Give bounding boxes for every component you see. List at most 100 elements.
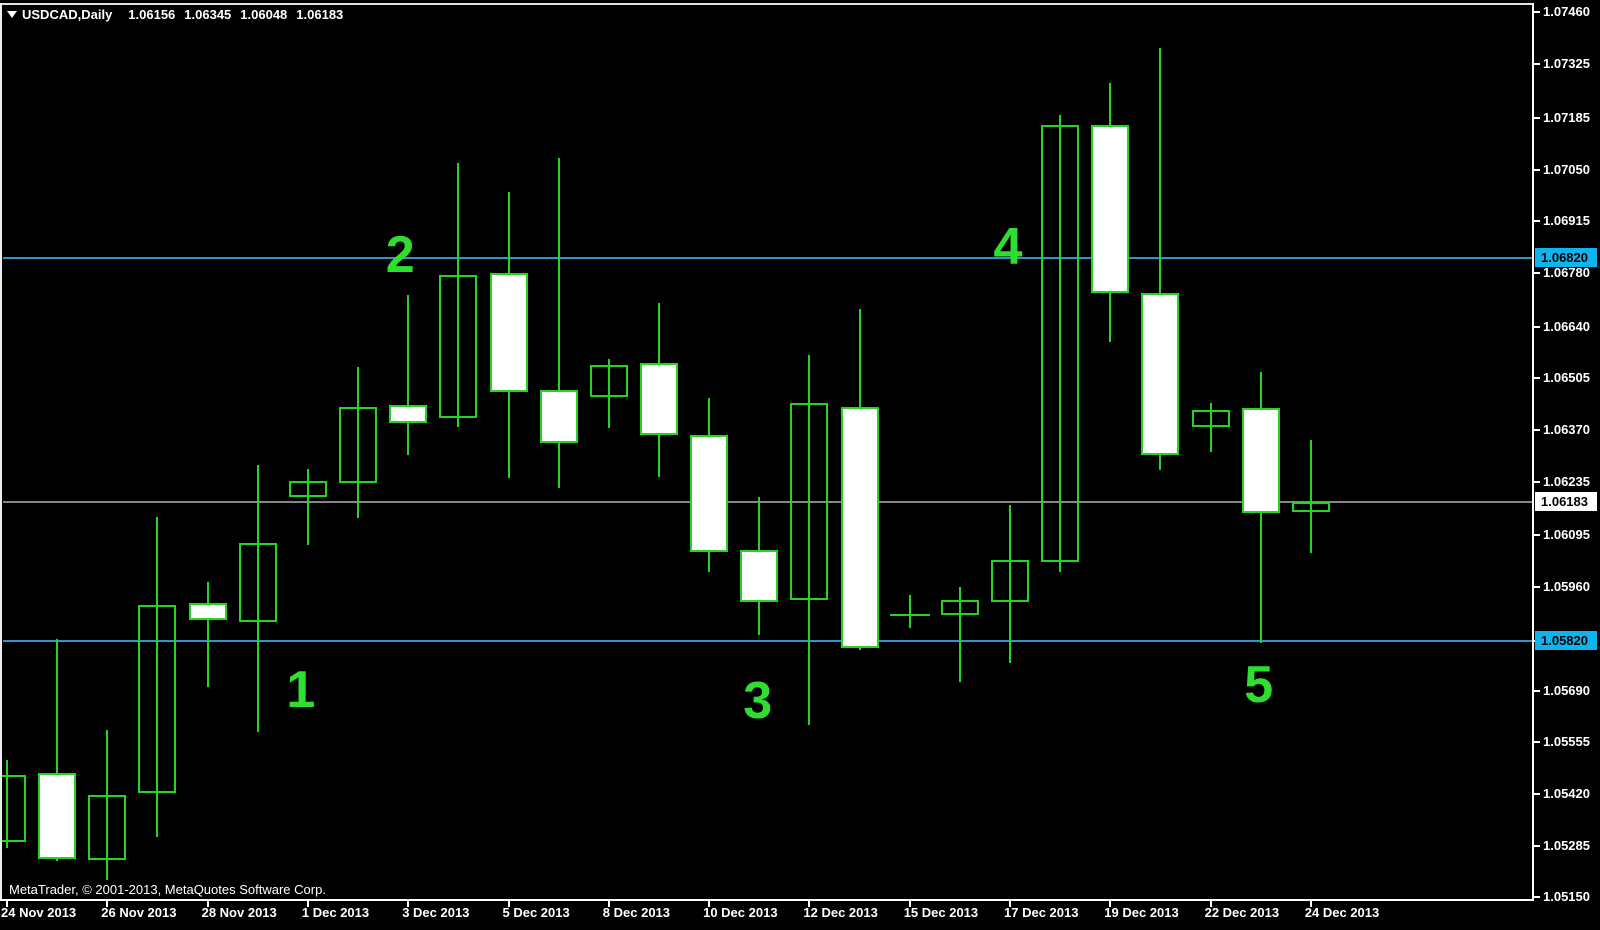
y-axis-label: 1.07325	[1543, 56, 1590, 72]
wave-label-2: 2	[385, 226, 415, 285]
line-price-label: 1.06183	[1535, 492, 1597, 512]
y-axis-label: 1.07050	[1543, 161, 1590, 177]
y-axis-label: 1.06915	[1543, 213, 1590, 229]
candle-body	[940, 600, 979, 615]
candle-body	[138, 605, 177, 794]
y-axis-tick	[1533, 792, 1540, 795]
hline-1.06820[interactable]	[3, 256, 1533, 259]
chart-title: USDCAD,Daily 1.06156 1.06345 1.06048 1.06183	[22, 7, 352, 22]
hline-1.06183[interactable]	[3, 500, 1533, 503]
y-axis-label: 1.05150	[1543, 889, 1590, 905]
candle-body	[288, 481, 327, 498]
y-axis-label: 1.06505	[1543, 370, 1590, 386]
x-axis-label: 12 Dec 2013	[803, 905, 878, 920]
y-axis-tick	[1533, 11, 1540, 14]
candle-wick	[808, 355, 811, 725]
x-axis-label: 1 Dec 2013	[301, 905, 370, 920]
y-axis-label: 1.05420	[1543, 785, 1590, 801]
y-axis-tick	[1533, 896, 1540, 899]
x-axis-label: 10 Dec 2013	[703, 905, 778, 920]
candle-body	[1141, 293, 1180, 456]
line-price-label: 1.05820	[1535, 631, 1597, 651]
x-axis-tick	[106, 901, 109, 907]
candle-wick	[6, 760, 8, 848]
x-axis-tick	[306, 901, 309, 907]
x-axis-label: 26 Nov 2013	[101, 905, 177, 920]
candle-body	[38, 773, 77, 860]
line-price-label: 1.06820	[1535, 248, 1597, 268]
y-axis-tick	[1533, 429, 1540, 431]
candle-body	[690, 435, 729, 553]
x-axis-label: 24 Nov 2013	[1, 905, 77, 920]
y-axis-label: 1.06370	[1543, 422, 1590, 437]
quote-open: 1.06156	[128, 7, 176, 22]
y-axis-tick	[1533, 271, 1540, 274]
chart-top-border	[0, 3, 1534, 5]
candle-wick	[1309, 439, 1312, 554]
candle-body	[1241, 408, 1280, 514]
x-axis-tick	[1309, 901, 1312, 907]
candle-body	[389, 405, 428, 424]
y-axis-label: 1.05690	[1543, 682, 1590, 698]
candle-body	[1191, 410, 1230, 428]
candle-body	[539, 390, 578, 444]
x-axis-tick	[1209, 901, 1212, 907]
candle-body	[740, 550, 779, 602]
candle-body	[0, 775, 26, 843]
chart-left-border	[0, 3, 2, 899]
x-axis-tick	[1109, 901, 1112, 907]
wave-label-5: 5	[1244, 656, 1274, 715]
candle-wick	[1059, 115, 1062, 573]
y-axis-tick	[1533, 586, 1540, 589]
y-axis-tick	[1533, 741, 1540, 744]
quote-low: 1.06048	[240, 7, 288, 22]
y-axis-label: 1.05960	[1543, 579, 1590, 595]
copyright-text: MetaTrader, © 2001-2013, MetaQuotes Soft…	[9, 882, 326, 897]
y-axis-label: 1.07185	[1543, 109, 1590, 125]
y-axis-tick	[1533, 168, 1540, 171]
symbol-menu-arrow-icon[interactable]	[7, 11, 17, 18]
y-axis-tick	[1533, 480, 1540, 483]
x-axis-tick	[6, 901, 8, 907]
x-axis-tick	[708, 901, 711, 907]
candle-body	[1091, 125, 1130, 294]
quote-high: 1.06345	[184, 7, 232, 22]
wave-label-3: 3	[743, 672, 773, 731]
x-axis-tick	[808, 901, 811, 907]
y-axis-label: 1.07460	[1543, 4, 1590, 20]
y-axis-tick	[1533, 534, 1540, 537]
x-axis-tick	[206, 901, 209, 907]
y-axis-tick	[1533, 377, 1540, 380]
candle-body	[790, 403, 829, 601]
hline-1.05820[interactable]	[3, 639, 1533, 642]
candle-body	[188, 603, 227, 621]
x-axis-tick	[908, 901, 911, 907]
x-axis-tick	[607, 901, 610, 907]
y-axis-tick	[1533, 63, 1540, 66]
x-axis-label: 3 Dec 2013	[402, 905, 470, 920]
y-axis-label: 1.05555	[1543, 734, 1590, 750]
y-axis-label: 1.06640	[1543, 318, 1590, 334]
candle-wick	[56, 639, 59, 861]
x-axis-label: 17 Dec 2013	[1004, 905, 1079, 920]
candle-doji-dash	[889, 614, 930, 616]
y-axis-label: 1.06235	[1543, 473, 1590, 489]
candle-wick	[106, 730, 109, 880]
candle-wick	[407, 295, 410, 456]
y-axis-label: 1.05285	[1543, 837, 1590, 853]
y-axis-tick	[1533, 844, 1540, 847]
candle-body	[1291, 501, 1330, 512]
x-axis-tick	[1009, 901, 1011, 907]
x-axis-tick	[507, 901, 510, 907]
candle-body	[238, 543, 277, 623]
x-axis-label: 8 Dec 2013	[602, 905, 671, 920]
x-axis-label: 22 Dec 2013	[1204, 905, 1280, 920]
candle-wick	[607, 359, 610, 429]
y-axis-tick	[1533, 325, 1540, 328]
candle-wick	[457, 163, 460, 428]
candle-wick	[206, 582, 209, 688]
x-axis-label: 19 Dec 2013	[1104, 905, 1179, 920]
